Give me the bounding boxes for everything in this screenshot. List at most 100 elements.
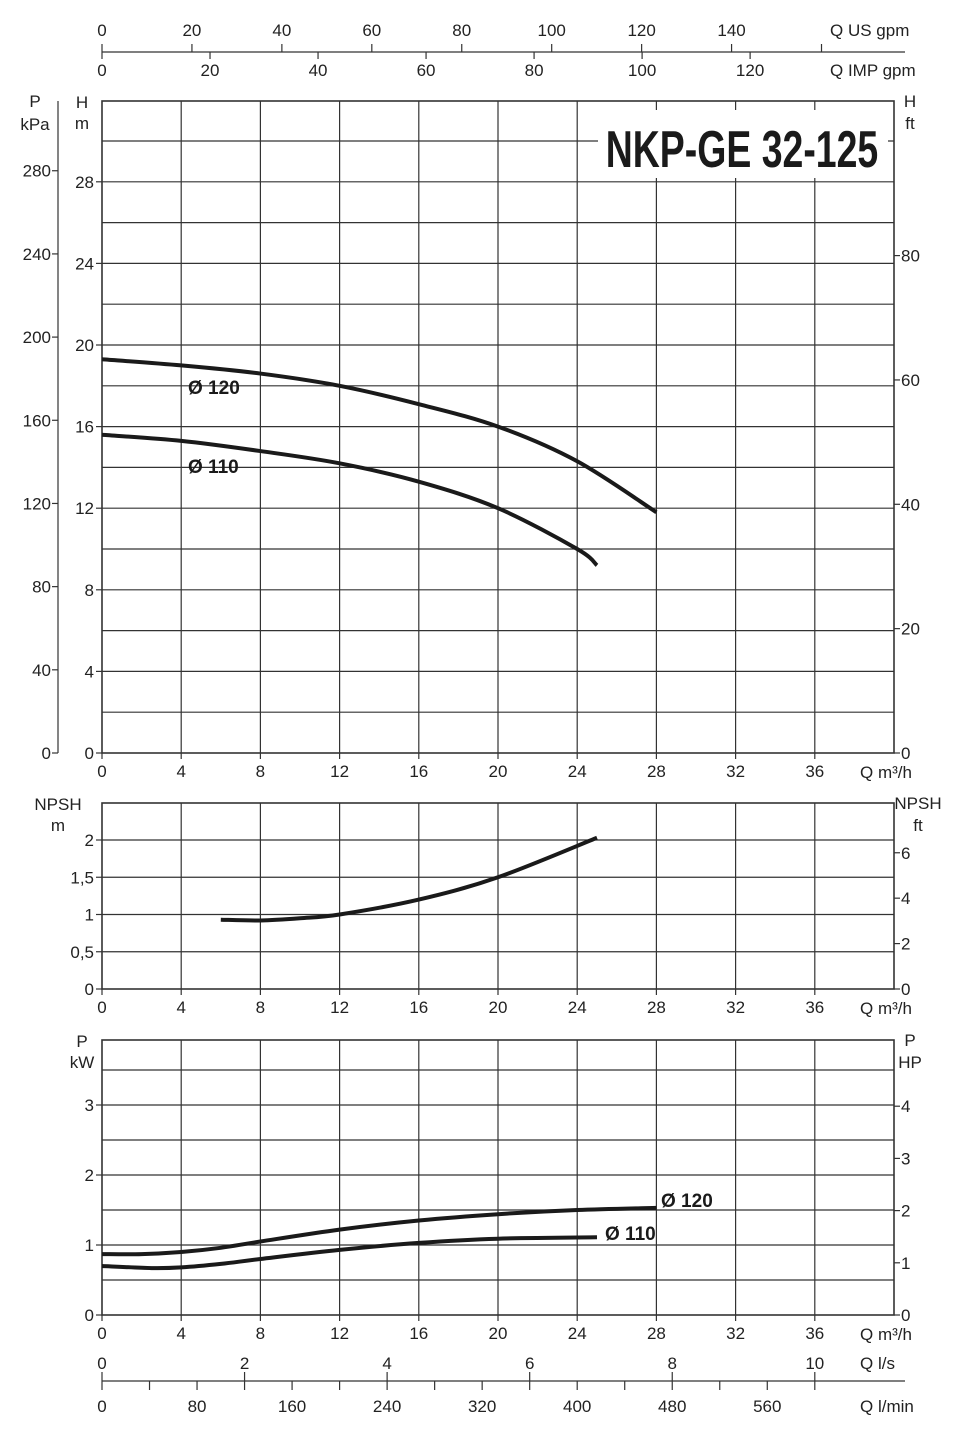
kpa-tick-label: 240	[23, 245, 51, 264]
power-x-tick-label: 16	[409, 1324, 428, 1343]
npsh-x-tick-label: 32	[726, 998, 745, 1017]
lmin-tick-label: 320	[468, 1397, 496, 1416]
npsh-x-tick-label: 0	[97, 998, 106, 1017]
head-y-tick-label: 4	[85, 662, 94, 681]
npsh-x-tick-label: 16	[409, 998, 428, 1017]
head-x-tick-label: 12	[330, 762, 349, 781]
npsh-left-axis-unit: m	[51, 816, 65, 835]
power-x-tick-label: 20	[489, 1324, 508, 1343]
kpa-tick-label: 80	[32, 578, 51, 597]
power-right-axis-label: P	[904, 1031, 915, 1050]
lmin-tick-label: 160	[278, 1397, 306, 1416]
npsh-right-tick-label: 6	[901, 844, 910, 863]
npsh-right-axis-unit: ft	[913, 816, 923, 835]
imp-gpm-tick-label: 80	[525, 61, 544, 80]
kpa-axis-label: P	[29, 92, 40, 111]
imp-gpm-tick-label: 0	[97, 61, 106, 80]
npsh-right-tick-label: 0	[901, 980, 910, 999]
lmin-tick-label: 80	[188, 1397, 207, 1416]
head-left-axis-unit: m	[75, 114, 89, 133]
us-gpm-tick-label: 0	[97, 21, 106, 40]
power-right-axis-unit: HP	[898, 1053, 922, 1072]
imp-gpm-tick-label: 20	[201, 61, 220, 80]
power-y-tick-label: 3	[85, 1096, 94, 1115]
ls-tick-label: 4	[382, 1354, 391, 1373]
ls-tick-label: 8	[668, 1354, 677, 1373]
head-y-tick-label: 28	[75, 173, 94, 192]
ls-axis-label: Q l/s	[860, 1354, 895, 1373]
kpa-tick-label: 120	[23, 494, 51, 513]
lmin-axis-label: Q l/min	[860, 1397, 914, 1416]
head-x-tick-label: 0	[97, 762, 106, 781]
npsh-x-tick-label: 4	[176, 998, 185, 1017]
power-curve-label-120: Ø 120	[661, 1191, 713, 1212]
power-y-tick-label: 2	[85, 1166, 94, 1185]
power-curve-label-110: Ø 110	[605, 1224, 656, 1245]
power-x-tick-label: 12	[330, 1324, 349, 1343]
head-y-tick-label: 16	[75, 418, 94, 437]
npsh-x-tick-label: 8	[256, 998, 265, 1017]
power-x-tick-label: 36	[805, 1324, 824, 1343]
power-y-tick-label: 0	[85, 1306, 94, 1325]
power-left-axis-unit: kW	[70, 1053, 95, 1072]
npsh-x-axis-label: Q m³/h	[860, 999, 912, 1018]
npsh-y-tick-label: 1,5	[70, 868, 94, 887]
head-x-tick-label: 4	[176, 762, 185, 781]
us-gpm-tick-label: 20	[182, 21, 201, 40]
head-y-tick-label: 12	[75, 499, 94, 518]
head-y-tick-label: 8	[85, 581, 94, 600]
us-gpm-tick-label: 140	[717, 21, 745, 40]
npsh-x-tick-label: 28	[647, 998, 666, 1017]
npsh-y-tick-label: 0,5	[70, 943, 94, 962]
imp-gpm-tick-label: 60	[417, 61, 436, 80]
us-gpm-axis-label: Q US gpm	[830, 21, 909, 40]
power-right-tick-label: 4	[901, 1097, 910, 1116]
us-gpm-tick-label: 40	[272, 21, 291, 40]
head-curve-label-110: Ø 110	[188, 457, 239, 478]
head-right-tick-label: 60	[901, 371, 920, 390]
imp-gpm-tick-label: 120	[736, 61, 764, 80]
kpa-tick-label: 280	[23, 162, 51, 181]
kpa-tick-label: 0	[42, 744, 51, 763]
head-x-tick-label: 36	[805, 762, 824, 781]
imp-gpm-axis-label: Q IMP gpm	[830, 61, 916, 80]
head-right-tick-label: 0	[901, 744, 910, 763]
kpa-axis-unit: kPa	[20, 115, 50, 134]
npsh-right-axis-label: NPSH	[894, 794, 941, 813]
lmin-tick-label: 240	[373, 1397, 401, 1416]
us-gpm-tick-label: 100	[538, 21, 566, 40]
power-y-tick-label: 1	[85, 1236, 94, 1255]
power-right-tick-label: 0	[901, 1306, 910, 1325]
power-left-axis-label: P	[76, 1032, 87, 1051]
head-x-tick-label: 16	[409, 762, 428, 781]
head-right-tick-label: 40	[901, 495, 920, 514]
power-right-tick-label: 2	[901, 1202, 910, 1221]
head-y-tick-label: 0	[85, 744, 94, 763]
npsh-right-tick-label: 4	[901, 889, 910, 908]
head-x-axis-label: Q m³/h	[860, 763, 912, 782]
npsh-x-tick-label: 20	[489, 998, 508, 1017]
us-gpm-tick-label: 80	[452, 21, 471, 40]
power-x-tick-label: 0	[97, 1324, 106, 1343]
head-x-tick-label: 32	[726, 762, 745, 781]
head-right-tick-label: 20	[901, 620, 920, 639]
head-x-tick-label: 8	[256, 762, 265, 781]
npsh-x-tick-label: 36	[805, 998, 824, 1017]
power-x-tick-label: 24	[568, 1324, 587, 1343]
head-curve-b	[101, 432, 599, 567]
power-right-tick-label: 3	[901, 1149, 910, 1168]
power-curve-b	[101, 1235, 598, 1271]
npsh-curve-a	[220, 835, 598, 923]
kpa-tick-label: 40	[32, 661, 51, 680]
chart-title: NKP-GE 32-125	[606, 120, 879, 179]
power-right-tick-label: 1	[901, 1254, 910, 1273]
head-curve-label-120: Ø 120	[188, 378, 240, 399]
head-left-axis-label: H	[76, 93, 88, 112]
head-right-axis-unit: ft	[905, 114, 915, 133]
ls-tick-label: 2	[240, 1354, 249, 1373]
lmin-tick-label: 0	[97, 1397, 106, 1416]
power-x-tick-label: 28	[647, 1324, 666, 1343]
npsh-x-tick-label: 24	[568, 998, 587, 1017]
head-y-tick-label: 20	[75, 336, 94, 355]
